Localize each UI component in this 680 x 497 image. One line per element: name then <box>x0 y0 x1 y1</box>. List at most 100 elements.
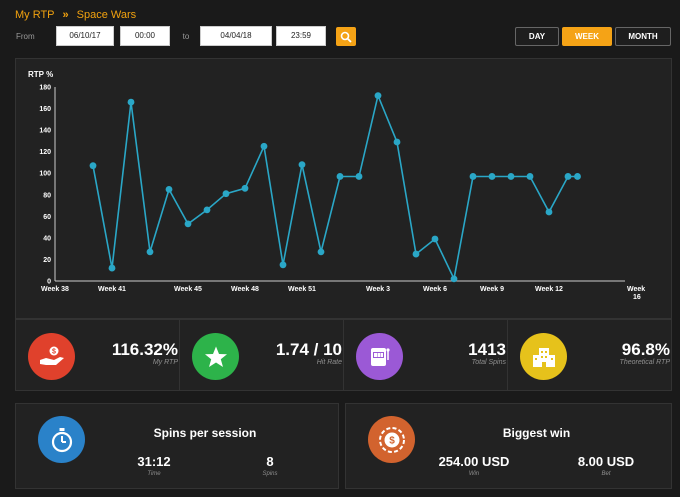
rtp-series-line <box>92 92 578 282</box>
stat-total-spins: 1413 Total Spins <box>344 320 508 390</box>
data-point[interactable] <box>545 208 553 216</box>
data-point[interactable] <box>336 173 344 180</box>
stat-hit-rate: 1.74 / 10 Hit Rate <box>180 320 344 390</box>
x-tick-label: Week 51 <box>288 286 316 293</box>
to-label: to <box>182 31 190 41</box>
hand-coin-icon: $ <box>28 333 75 380</box>
data-point[interactable] <box>108 264 116 272</box>
period-day-button[interactable]: DAY <box>515 27 559 46</box>
data-point[interactable] <box>564 173 572 180</box>
search-button[interactable] <box>336 27 356 46</box>
casino-building-icon <box>520 333 567 380</box>
data-point[interactable] <box>317 248 325 256</box>
x-tick-label: Week 45 <box>174 286 202 293</box>
data-point[interactable] <box>89 162 97 170</box>
data-point[interactable] <box>412 250 420 258</box>
y-tick-label: 100 <box>39 171 51 178</box>
data-point[interactable] <box>241 184 249 192</box>
y-tick-label: 160 <box>39 106 51 113</box>
data-point[interactable] <box>222 190 230 198</box>
period-month-button[interactable]: MONTH <box>615 27 671 46</box>
stat-value: 1413 <box>468 340 506 359</box>
period-toggle: DAY WEEK MONTH <box>515 27 671 46</box>
stat-label: Hit Rate <box>316 359 342 366</box>
data-point[interactable] <box>127 98 135 106</box>
data-point[interactable] <box>393 138 401 146</box>
period-week-button[interactable]: WEEK <box>562 27 612 46</box>
breadcrumb: My RTP » Space Wars <box>15 9 136 21</box>
casino-chip-icon: $ <box>368 416 415 463</box>
bet-label: Bet <box>601 471 611 477</box>
y-tick-label: 180 <box>39 85 51 92</box>
data-point[interactable] <box>469 173 477 180</box>
data-point[interactable] <box>184 220 192 228</box>
data-point[interactable] <box>260 142 268 150</box>
x-tick-label: Week 9 <box>480 286 504 293</box>
data-point[interactable] <box>374 92 382 100</box>
stat-label: Total Spins <box>471 359 506 366</box>
session-time-value: 31:12 <box>137 454 171 469</box>
data-point[interactable] <box>431 235 439 243</box>
data-point[interactable] <box>203 206 211 214</box>
data-point[interactable] <box>526 173 534 180</box>
stat-theoretical-rtp: 96.8% Theoretical RTP <box>508 320 671 390</box>
date-filter-bar: From 06/10/17 00:00 to 04/04/18 23:59 <box>16 26 326 46</box>
data-point[interactable] <box>507 173 515 180</box>
session-title: Spins per session <box>153 426 257 440</box>
rtp-chart-panel: RTP % 0 20 40 60 80 100 120 140 160 180 Week 38 We… <box>15 58 672 319</box>
data-point[interactable] <box>355 173 363 180</box>
session-spins-value: 8 <box>266 454 274 469</box>
x-tick-label: Week 38 <box>41 286 69 293</box>
data-point[interactable] <box>165 185 173 193</box>
stat-label: Theoretical RTP <box>619 359 670 366</box>
stat-value: 1.74 / 10 <box>275 340 342 359</box>
y-tick-label: 140 <box>39 128 51 135</box>
x-tick-label: Week 16 <box>627 286 645 301</box>
search-icon <box>340 31 352 43</box>
data-point[interactable] <box>279 261 287 269</box>
x-tick-label: Week 12 <box>535 286 563 293</box>
biggest-win-card: $ Biggest win 254.00 USD Win 8.00 USD Be… <box>345 403 672 489</box>
rtp-line-chart: RTP % 0 20 40 60 80 100 120 140 160 180 Week 38 We… <box>28 70 645 301</box>
stat-my-rtp: $ 116.32% My RTP <box>16 320 180 390</box>
breadcrumb-home-link[interactable]: My RTP <box>15 9 55 21</box>
x-tick-label: Week 48 <box>231 286 259 293</box>
x-tick-label: Week 6 <box>423 286 447 293</box>
star-icon <box>192 333 239 380</box>
stat-value: 96.8% <box>621 340 670 359</box>
y-tick-label: 0 <box>47 279 51 286</box>
data-point[interactable] <box>488 173 496 180</box>
win-label: Win <box>468 471 480 477</box>
y-tick-label: 60 <box>43 214 51 221</box>
y-axis-label: RTP % <box>28 70 53 79</box>
y-tick-label: 40 <box>43 235 51 242</box>
data-point[interactable] <box>574 173 581 180</box>
breadcrumb-separator: » <box>62 9 69 21</box>
data-point[interactable] <box>298 161 306 168</box>
data-point[interactable] <box>450 275 458 283</box>
stats-bar: $ 116.32% My RTP 1.74 / 10 Hit Rate <box>15 319 672 391</box>
to-time-input[interactable]: 23:59 <box>276 26 326 46</box>
stat-value: 116.32% <box>111 340 178 359</box>
svg-text:$: $ <box>52 348 56 355</box>
data-point[interactable] <box>146 248 154 256</box>
session-time-label: Time <box>147 471 161 477</box>
x-tick-label: Week 41 <box>98 286 126 293</box>
breadcrumb-current: Space Wars <box>76 9 137 21</box>
bet-value: 8.00 USD <box>577 454 635 469</box>
from-label: From <box>16 31 35 41</box>
spins-per-session-card: Spins per session 31:12 Time 8 Spins <box>15 403 339 489</box>
y-tick-label: 20 <box>43 257 51 264</box>
stopwatch-icon <box>38 416 85 463</box>
biggest-win-title: Biggest win <box>502 426 571 440</box>
y-tick-label: 120 <box>39 149 51 156</box>
win-value: 254.00 USD <box>438 454 510 469</box>
from-date-input[interactable]: 06/10/17 <box>56 26 114 46</box>
y-tick-label: 80 <box>43 192 51 199</box>
session-spins-label: Spins <box>262 471 278 477</box>
to-date-input[interactable]: 04/04/18 <box>200 26 272 46</box>
stat-label: My RTP <box>152 359 178 366</box>
from-time-input[interactable]: 00:00 <box>120 26 170 46</box>
slot-machine-icon <box>356 333 403 380</box>
x-tick-label: Week 3 <box>366 286 390 293</box>
